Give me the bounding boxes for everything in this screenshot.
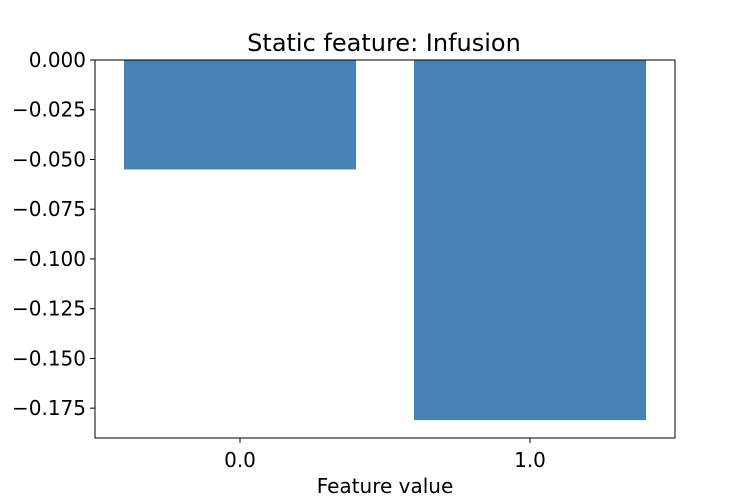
y-tick-label: −0.175 [12, 396, 86, 420]
y-tick-label: 0.000 [29, 48, 86, 72]
x-axis-label: Feature value [317, 474, 454, 498]
y-tick-label: −0.025 [12, 98, 86, 122]
x-axis: 0.0 1.0 [224, 438, 546, 472]
x-tick-label: 1.0 [514, 448, 546, 472]
y-tick-label: −0.075 [12, 197, 86, 221]
y-axis: 0.000 −0.025 −0.050 −0.075 −0.100 −0.125 −0.15… [12, 48, 95, 420]
y-tick-label: −0.050 [12, 147, 86, 171]
y-tick-label: −0.150 [12, 346, 86, 370]
x-tick-label: 0.0 [224, 448, 256, 472]
bar-1.0 [414, 60, 646, 421]
bars-group [124, 60, 646, 421]
chart-title: Static feature: Infusion [247, 29, 521, 57]
plot-frame [94, 59, 676, 439]
y-tick-label: −0.100 [12, 247, 86, 271]
bar-0.0 [124, 60, 356, 170]
y-tick-label: −0.125 [12, 297, 86, 321]
